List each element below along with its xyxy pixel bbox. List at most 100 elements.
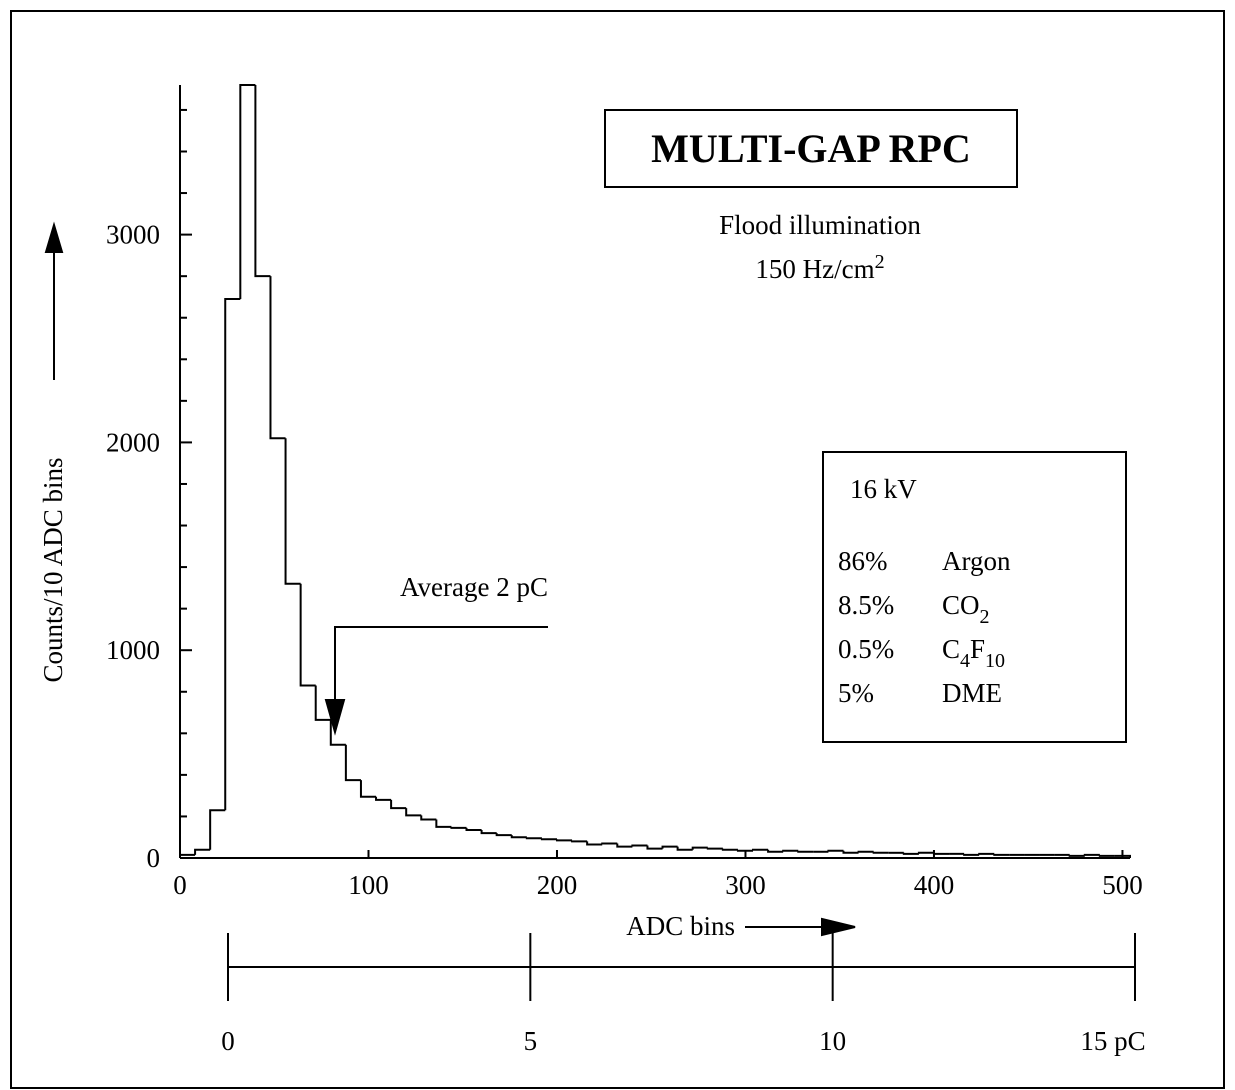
histogram-bin	[375, 796, 392, 801]
y-label-arrow	[44, 221, 64, 253]
histogram-bin	[269, 276, 286, 440]
histogram-bin	[827, 849, 844, 852]
gas-name: Argon	[942, 546, 1011, 576]
gas-subscript: 4	[960, 650, 970, 672]
y-tick-label: 3000	[106, 220, 160, 250]
histogram-bin	[299, 583, 316, 687]
chart-title: MULTI-GAP RPC	[651, 126, 971, 171]
x-tick-label: 300	[725, 870, 766, 900]
gas-share: 0.5%	[838, 634, 894, 664]
histogram-bin	[616, 843, 633, 848]
x2-tick-label: 10	[819, 1026, 846, 1056]
histogram-bin	[435, 819, 452, 828]
histogram-bin	[329, 719, 346, 746]
histogram-bin	[224, 298, 241, 811]
gas-share: 5%	[838, 678, 874, 708]
histogram-bin	[510, 835, 527, 839]
y-tick-label: 0	[147, 843, 161, 873]
histogram-bin	[963, 853, 980, 856]
histogram-bin	[194, 848, 211, 855]
histogram-bin	[932, 852, 950, 855]
gas-text: CO	[942, 590, 980, 620]
histogram-bin	[239, 84, 256, 300]
histogram-bin	[1083, 853, 1100, 856]
subtitle: Flood illumination	[719, 210, 921, 240]
gas-text: C	[942, 634, 960, 664]
histogram-bin	[631, 844, 648, 847]
histogram-bin	[555, 839, 573, 842]
x2-tick-label: 15 pC	[1080, 1026, 1145, 1056]
frame	[10, 10, 1225, 1089]
histogram-bin	[540, 838, 557, 841]
x2-tick-label: 0	[221, 1026, 235, 1056]
histogram-bin	[179, 853, 196, 858]
histogram-bin	[646, 845, 663, 850]
histogram-bin	[902, 852, 919, 855]
histogram-bin	[465, 827, 482, 831]
histogram-bin	[857, 850, 874, 853]
x-tick-label: 0	[173, 870, 187, 900]
histogram-bin	[736, 849, 754, 852]
histogram-bin	[872, 851, 889, 854]
histogram-bin	[314, 685, 331, 721]
histogram-bin	[254, 85, 271, 278]
info-box	[822, 451, 1127, 743]
histogram-bin	[782, 849, 799, 852]
histogram-bin	[284, 438, 301, 585]
x-tick-label: 100	[348, 870, 389, 900]
gas-share: 8.5%	[838, 590, 894, 620]
x-axis-label: ADC bins	[626, 911, 735, 941]
histogram-bin	[978, 852, 995, 855]
gas-subscript: 2	[980, 606, 990, 628]
histogram-bin	[676, 846, 693, 851]
histogram-bin	[359, 780, 377, 798]
x2-tick-label: 5	[524, 1026, 538, 1056]
x-tick-label: 200	[537, 870, 578, 900]
rate: 150 Hz/cm2	[755, 251, 884, 284]
x-label-arrow	[821, 917, 856, 937]
y-label-group: Counts/10 ADC bins	[38, 221, 68, 683]
title-box	[604, 109, 1018, 188]
histogram-bin	[209, 809, 226, 850]
histogram-bin	[586, 841, 603, 846]
x-tick-label: 400	[914, 870, 955, 900]
y-axis-label: Counts/10 ADC bins	[38, 457, 68, 682]
rate-text: 150 Hz/cm	[755, 254, 874, 284]
y-tick-label: 2000	[106, 427, 160, 457]
histogram-bin	[691, 846, 708, 850]
histogram-bin	[1098, 854, 1115, 857]
histogram-bin	[993, 853, 1010, 856]
histogram-bin	[390, 799, 407, 810]
histogram-bin	[525, 837, 542, 840]
histogram-bin	[1068, 854, 1085, 857]
histogram-bin	[571, 840, 588, 843]
gas-share: 86%	[838, 546, 888, 576]
histogram-bin	[767, 849, 784, 853]
histogram-bin	[450, 826, 467, 829]
gas-name: CO2	[942, 590, 990, 628]
histogram-bin	[797, 850, 814, 853]
histogram-bin	[405, 808, 422, 817]
gas-name: C4F10	[942, 634, 1005, 672]
histogram-bin	[917, 851, 934, 854]
histogram-bin	[480, 829, 497, 835]
histogram-bin	[706, 847, 723, 850]
histogram-bin	[752, 848, 769, 851]
gas-name: DME	[942, 678, 1002, 708]
gas-text: Argon	[942, 546, 1011, 576]
rate-sup: 2	[875, 251, 885, 273]
histogram-bin	[344, 744, 361, 782]
y-tick-label: 1000	[106, 635, 160, 665]
histogram-bin	[721, 848, 738, 851]
annotation-line	[334, 626, 548, 705]
histogram-bin	[661, 845, 678, 849]
gas-subscript: 10	[985, 650, 1005, 672]
histogram-bin	[601, 842, 618, 845]
annotation: Average 2 pC	[400, 572, 548, 602]
gas-text: F	[970, 634, 985, 664]
histogram-bin	[420, 815, 437, 821]
voltage: 16 kV	[850, 474, 917, 504]
histogram-bin	[842, 850, 859, 854]
histogram-bin	[1114, 854, 1131, 858]
annotation-arrow	[324, 699, 346, 736]
